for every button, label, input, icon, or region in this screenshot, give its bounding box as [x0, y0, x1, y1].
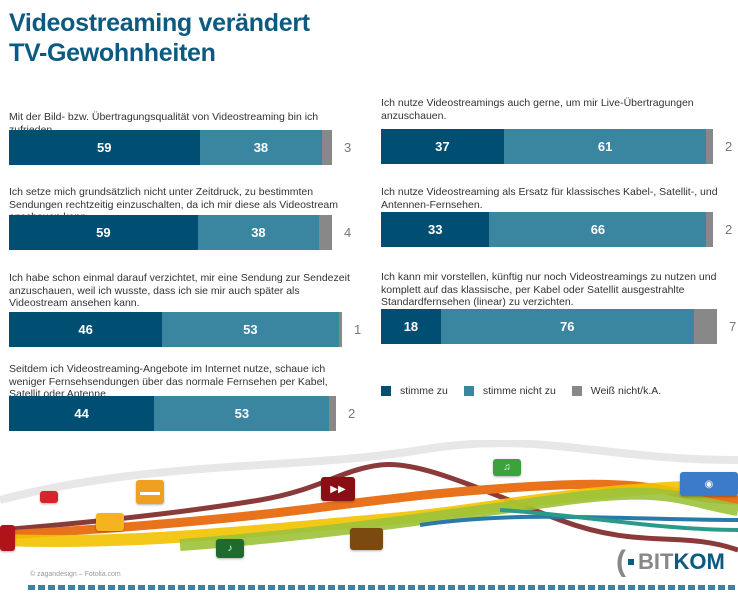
legend-swatch — [571, 386, 582, 396]
stacked-bar: 18 76 — [381, 309, 717, 344]
value-label-unknown: 3 — [344, 140, 352, 155]
equalizer-icon: ▬▬ — [136, 480, 164, 504]
legend-label: Weiß nicht/k.A. — [590, 385, 662, 397]
legend-swatch — [463, 386, 474, 396]
stacked-bar: 33 66 — [381, 212, 713, 247]
value-label: 59 — [96, 225, 111, 240]
segment-agree: 59 — [9, 215, 198, 250]
music-notes-icon: ♫ — [493, 459, 521, 476]
title-line-1: Videostreaming verändert — [9, 9, 310, 37]
segment-unknown — [706, 129, 713, 164]
value-label-unknown: 1 — [354, 322, 362, 337]
value-label-unknown: 2 — [725, 139, 733, 154]
page-title: Videostreaming verändert TV-Gewohnheiten — [9, 8, 310, 68]
legend-label: stimme nicht zu — [482, 385, 556, 397]
value-label: 33 — [428, 222, 443, 237]
legend: stimme zu stimme nicht zu Weiß nicht/k.A… — [381, 385, 661, 397]
fast-forward-icon: ▶▶ — [321, 477, 355, 501]
segment-disagree: 76 — [440, 309, 694, 344]
value-label: 18 — [403, 319, 419, 334]
value-label: 44 — [74, 406, 89, 421]
value-label: 53 — [234, 406, 250, 421]
value-label: 38 — [251, 225, 266, 240]
segment-agree: 37 — [381, 129, 504, 164]
stacked-bar: 59 38 — [9, 215, 332, 250]
legend-item-unknown: Weiß nicht/k.A. — [571, 385, 662, 397]
search-video-icon — [0, 525, 15, 551]
segment-disagree: 38 — [197, 215, 320, 250]
copyright: © zagandesign – Fotolia.com — [30, 571, 121, 578]
value-label: 37 — [435, 139, 450, 154]
decorative-ribbons — [0, 440, 738, 553]
segment-disagree: 38 — [199, 130, 323, 165]
segment-agree: 33 — [381, 212, 490, 247]
segment-disagree: 53 — [154, 396, 330, 431]
value-label: 59 — [97, 140, 112, 155]
stacked-bar: 37 61 — [381, 129, 713, 164]
logo-square-icon — [628, 559, 634, 565]
question-label: Ich habe schon einmal darauf verzichtet,… — [9, 272, 350, 309]
stacked-bar: 59 38 — [9, 130, 332, 165]
segment-agree: 18 — [381, 309, 441, 344]
stacked-bar: 46 53 — [9, 312, 342, 347]
logo-mark-icon: ( — [616, 545, 626, 578]
segment-unknown — [693, 309, 717, 344]
question-label: Ich kann mir vorstellen, künftig nur noc… — [381, 271, 717, 308]
music-note-icon: ♪ — [216, 539, 244, 558]
segment-unknown — [338, 312, 342, 347]
legend-swatch — [381, 386, 391, 396]
playlist-icon — [40, 491, 58, 503]
title-line-2: TV-Gewohnheiten — [9, 39, 216, 67]
question-label: Ich nutze Videostreaming als Ersatz für … — [381, 186, 718, 211]
segment-unknown — [322, 130, 332, 165]
segment-unknown — [706, 212, 713, 247]
rewind-search-icon — [350, 528, 383, 550]
segment-unknown — [319, 215, 332, 250]
legend-label: stimme zu — [400, 385, 448, 397]
value-label: 61 — [597, 139, 613, 154]
legend-item-agree: stimme zu — [381, 385, 448, 397]
value-label: 38 — [253, 140, 269, 155]
value-label-unknown: 2 — [348, 406, 356, 421]
value-label: 76 — [560, 319, 575, 334]
value-label-unknown: 4 — [344, 225, 352, 240]
segment-agree: 44 — [9, 396, 155, 431]
segment-disagree: 53 — [162, 312, 339, 347]
segment-agree: 59 — [9, 130, 200, 165]
disc-search-icon: ◉ — [680, 472, 738, 496]
value-label: 46 — [78, 322, 93, 337]
segment-disagree: 66 — [489, 212, 707, 247]
bitkom-logo: ( BIT KOM — [616, 545, 725, 579]
segment-unknown — [329, 396, 336, 431]
segment-agree: 46 — [9, 312, 163, 347]
dotted-divider — [28, 585, 738, 590]
value-label-unknown: 7 — [729, 319, 737, 334]
stacked-bar: 44 53 — [9, 396, 336, 431]
value-label: 66 — [590, 222, 606, 237]
video-search-icon — [96, 513, 124, 531]
question-label: Seitdem ich Videostreaming-Angebote im I… — [9, 363, 328, 400]
logo-text-kom: KOM — [673, 549, 725, 574]
question-label: Ich nutze Videostreamings auch gerne, um… — [381, 97, 694, 122]
legend-item-disagree: stimme nicht zu — [463, 385, 556, 397]
logo-text-bit: BIT — [638, 549, 674, 574]
segment-disagree: 61 — [503, 129, 707, 164]
value-label-unknown: 2 — [725, 222, 733, 237]
value-label: 53 — [243, 322, 258, 337]
